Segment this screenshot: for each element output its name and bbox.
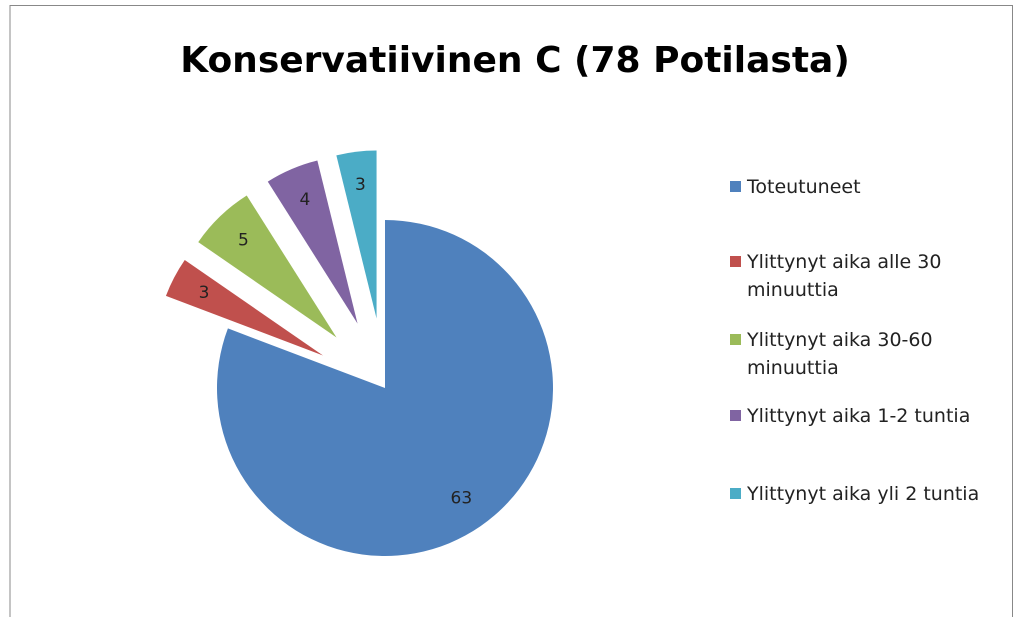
data-label: 4 (299, 190, 310, 210)
legend-entry: Ylittynyt aika yli 2 tuntia (730, 480, 1000, 508)
legend-label: Ylittynyt aika 1-2 tuntia (747, 405, 971, 427)
legend-entry: Toteutuneet (730, 173, 1000, 201)
legend-entry: Ylittynyt aika 1-2 tuntia (730, 402, 1000, 430)
legend-swatch (730, 410, 741, 421)
legend-label: Ylittynyt aika yli 2 tuntia (747, 483, 980, 505)
data-label: 63 (451, 489, 473, 509)
legend-swatch (730, 181, 741, 192)
legend-swatch (730, 334, 741, 345)
pie-slice (217, 220, 554, 556)
pie-slice (336, 150, 377, 319)
legend-label: Ylittynyt aika alle 30 minuuttia (747, 251, 942, 301)
pie-slice (165, 260, 324, 356)
legend-swatch (730, 256, 741, 267)
chart-title: Konservatiivinen C (78 Potilasta) (180, 40, 850, 81)
legend-label: Ylittynyt aika 30-60 minuuttia (747, 329, 933, 379)
frame (9, 5, 1013, 617)
data-label: 3 (199, 283, 210, 303)
legend-entry: Ylittynyt aika alle 30 minuuttia (730, 248, 1000, 304)
pie-slice (198, 195, 337, 338)
legend-label: Toteutuneet (747, 176, 861, 198)
pie-slice (267, 160, 358, 324)
data-label: 5 (238, 231, 249, 251)
legend-entry: Ylittynyt aika 30-60 minuuttia (730, 326, 1000, 382)
legend-swatch (730, 488, 741, 499)
data-label: 3 (355, 175, 366, 195)
